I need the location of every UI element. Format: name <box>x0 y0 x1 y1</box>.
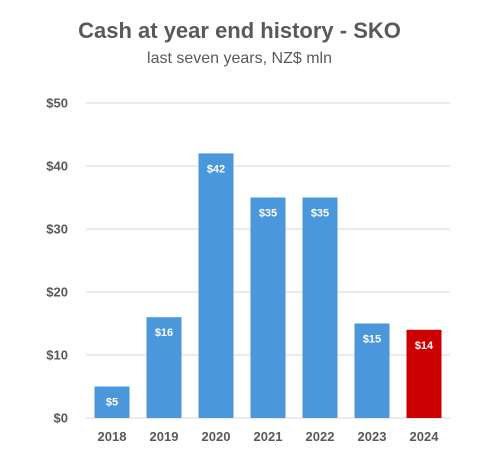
data-label-2020: $42 <box>207 163 225 175</box>
bar-2018 <box>94 386 130 418</box>
y-tick-label: $40 <box>46 159 68 174</box>
data-label-2024: $14 <box>415 340 434 352</box>
data-label-2018: $5 <box>106 397 118 409</box>
bar-2021 <box>250 197 286 418</box>
bar-2024 <box>406 329 442 418</box>
bar-2019 <box>146 317 182 418</box>
y-tick-label: $20 <box>46 285 68 300</box>
x-tick-label-2019: 2019 <box>150 429 179 444</box>
x-tick-label-2020: 2020 <box>202 429 231 444</box>
x-tick-label-2023: 2023 <box>358 429 387 444</box>
data-label-2019: $16 <box>155 327 173 339</box>
x-tick-label-2018: 2018 <box>98 429 127 444</box>
y-tick-label: $10 <box>46 348 68 363</box>
bar-2022 <box>302 197 338 418</box>
data-label-2021: $35 <box>259 208 277 220</box>
chart-title: Cash at year end history - SKO <box>78 18 401 43</box>
y-tick-label: $30 <box>46 222 68 237</box>
bar-2020 <box>198 153 234 418</box>
x-tick-label-2021: 2021 <box>254 429 283 444</box>
y-tick-label: $0 <box>54 411 68 426</box>
x-tick-label-2022: 2022 <box>306 429 335 444</box>
bar-2023 <box>354 323 390 418</box>
data-label-2022: $35 <box>311 208 329 220</box>
x-tick-label-2024: 2024 <box>410 429 440 444</box>
data-label-2023: $15 <box>363 334 381 346</box>
chart-subtitle: last seven years, NZ$ mln <box>147 50 332 67</box>
y-tick-label: $50 <box>46 96 68 111</box>
